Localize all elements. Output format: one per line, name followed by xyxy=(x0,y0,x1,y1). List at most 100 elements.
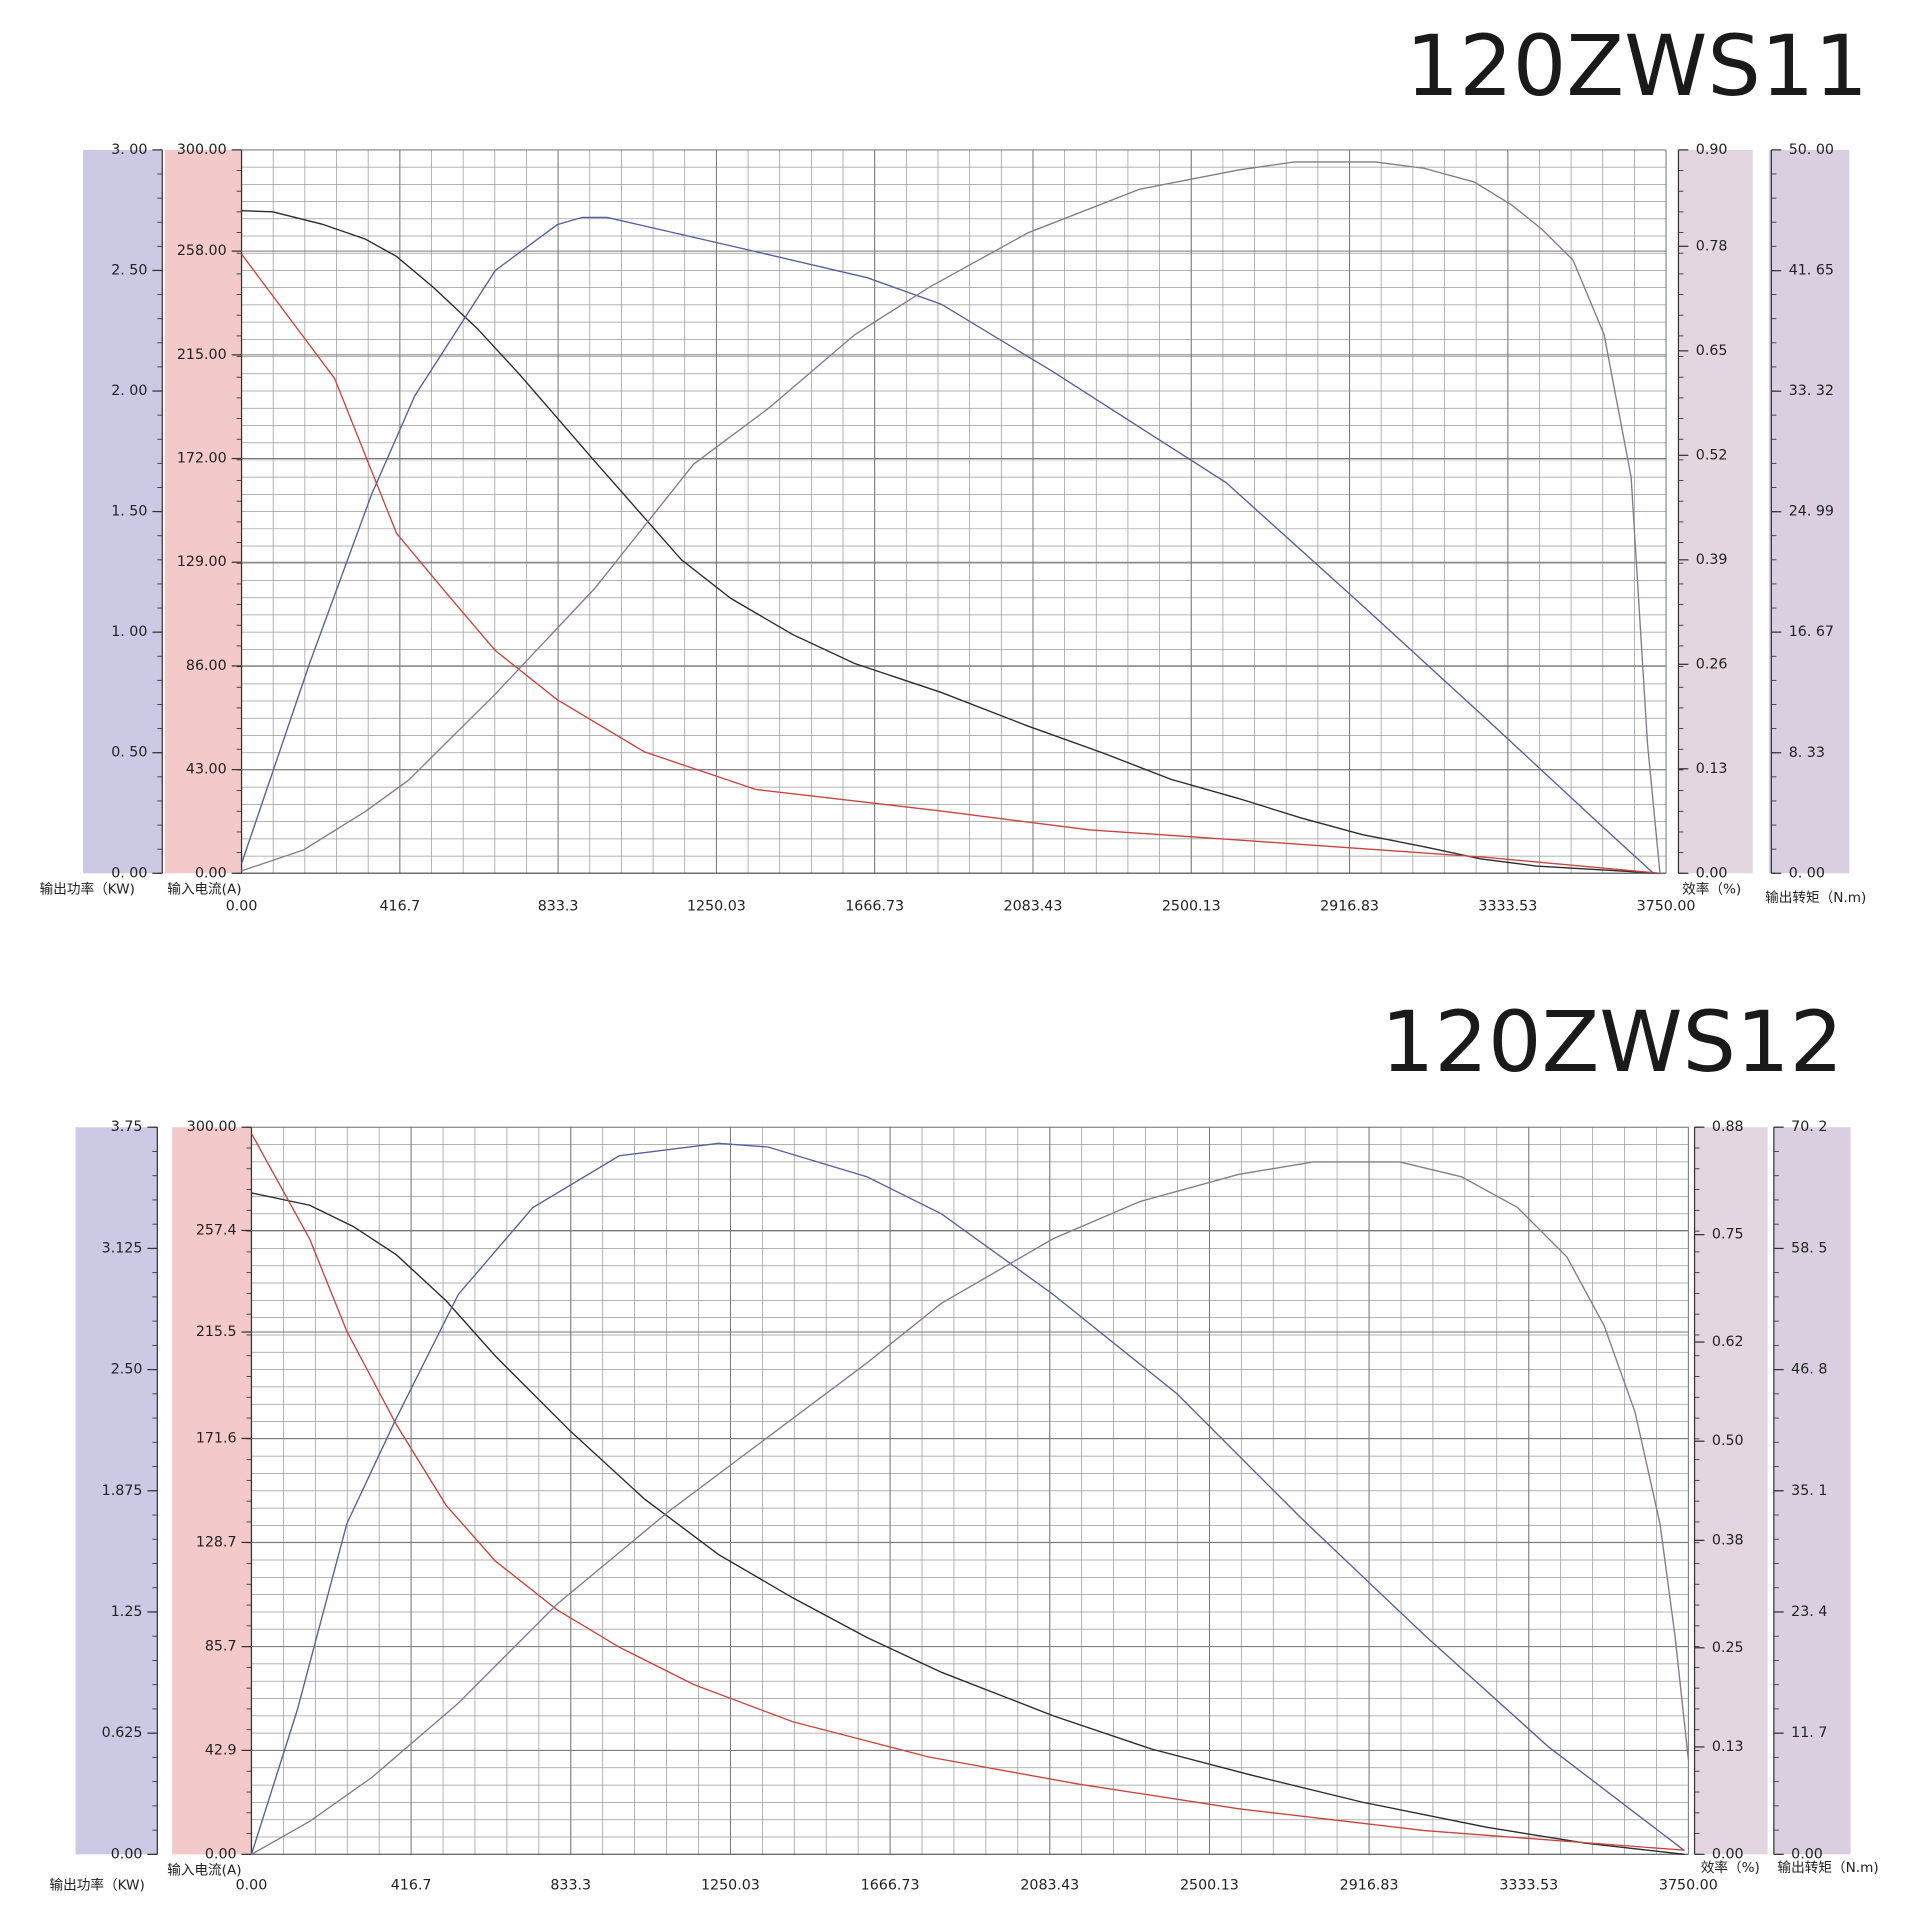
y-tick-label: 0.52 xyxy=(1696,447,1728,463)
y-tick-label: 0. 00 xyxy=(111,865,147,881)
axis-band xyxy=(1768,149,1850,874)
x-tick-label: 416.7 xyxy=(379,899,420,915)
y-tick-label: 3. 00 xyxy=(111,142,147,158)
axis-label: 效率（%) xyxy=(1701,1859,1760,1876)
x-tick-label: 0.00 xyxy=(236,1877,268,1893)
y-tick-label: 0.38 xyxy=(1712,1532,1744,1548)
x-tick-label: 1666.73 xyxy=(845,899,904,915)
y-tick-label: 0.00 xyxy=(1712,1846,1744,1862)
series-line xyxy=(250,1133,1685,1851)
axis-label: 效率（%) xyxy=(1682,880,1741,897)
y-tick-label: 16. 67 xyxy=(1789,624,1834,640)
y-tick-label: 35. 1 xyxy=(1791,1483,1827,1499)
y-tick-label: 300.00 xyxy=(177,142,227,158)
y-tick-label: 1. 50 xyxy=(111,504,147,520)
y-tick-label: 0.78 xyxy=(1696,238,1728,254)
y-tick-label: 0.13 xyxy=(1696,761,1728,777)
y-tick-label: 41. 65 xyxy=(1789,263,1834,279)
series-line xyxy=(241,253,1661,874)
y-tick-label: 0.88 xyxy=(1712,1119,1744,1135)
axis-band xyxy=(1773,1127,1851,1855)
y-tick-label: 215.00 xyxy=(177,347,227,363)
x-tick-label: 1666.73 xyxy=(861,1877,920,1893)
y-tick-label: 1. 00 xyxy=(111,624,147,640)
x-tick-label: 1250.03 xyxy=(687,899,746,915)
x-tick-label: 416.7 xyxy=(391,1877,432,1893)
y-tick-label: 0.00 xyxy=(111,1846,143,1862)
y-tick-label: 0.625 xyxy=(102,1725,143,1741)
y-tick-label: 257.4 xyxy=(196,1222,237,1238)
x-tick-label: 0.00 xyxy=(226,899,258,915)
series-line xyxy=(240,216,1654,874)
y-tick-label: 1.875 xyxy=(102,1483,143,1499)
series-line xyxy=(251,1161,1690,1855)
x-tick-label: 2916.83 xyxy=(1320,899,1379,915)
axis-label: 输入电流(A) xyxy=(167,881,241,897)
y-tick-label: 11. 7 xyxy=(1791,1725,1827,1741)
x-tick-label: 2083.43 xyxy=(1020,1877,1079,1893)
y-tick-label: 0.25 xyxy=(1712,1640,1744,1656)
axis-band xyxy=(1694,1127,1768,1855)
series-line xyxy=(241,161,1661,874)
y-tick-label: 86.00 xyxy=(186,658,227,674)
y-tick-label: 43.00 xyxy=(186,762,227,778)
y-tick-label: 171.6 xyxy=(196,1430,237,1446)
x-tick-label: 3750.00 xyxy=(1659,1877,1718,1893)
y-tick-label: 3.125 xyxy=(102,1240,143,1256)
series-line xyxy=(241,209,1661,874)
y-tick-label: 0.75 xyxy=(1712,1227,1744,1243)
y-tick-label: 23. 4 xyxy=(1791,1604,1827,1620)
series-line xyxy=(251,1192,1685,1856)
chart-title: 120ZWS12 xyxy=(1381,993,1843,1091)
y-tick-label: 0.39 xyxy=(1696,552,1728,568)
y-tick-label: 2. 00 xyxy=(111,383,147,399)
axis-label: 输出转矩（N.m) xyxy=(1778,1860,1879,1876)
axis-band xyxy=(172,1127,252,1855)
x-tick-label: 833.3 xyxy=(538,899,579,915)
x-tick-label: 2500.13 xyxy=(1162,899,1221,915)
y-tick-label: 0.65 xyxy=(1696,343,1728,359)
y-tick-label: 0.50 xyxy=(1712,1433,1744,1449)
y-tick-label: 258.00 xyxy=(177,243,227,259)
axis-band xyxy=(164,149,242,874)
y-tick-label: 300.00 xyxy=(187,1119,237,1135)
axis-band xyxy=(82,149,163,874)
y-tick-label: 0. 00 xyxy=(1789,865,1825,881)
y-tick-label: 0. 50 xyxy=(111,745,147,761)
axis-label: 输出功率（KW) xyxy=(50,1876,145,1893)
axis-label: 输出功率（KW) xyxy=(40,880,135,897)
chart-title: 120ZWS11 xyxy=(1406,17,1868,115)
y-tick-label: 24. 99 xyxy=(1789,504,1834,520)
y-tick-label: 215.5 xyxy=(196,1324,237,1340)
y-tick-label: 50. 00 xyxy=(1789,142,1834,158)
series-line xyxy=(250,1142,1685,1855)
y-tick-label: 172.00 xyxy=(177,451,227,467)
y-tick-label: 0.90 xyxy=(1696,142,1728,158)
axis-band xyxy=(75,1127,158,1855)
y-tick-label: 0.00 xyxy=(205,1846,237,1862)
y-tick-label: 85.7 xyxy=(205,1639,237,1655)
y-tick-label: 0.13 xyxy=(1712,1739,1744,1755)
x-tick-label: 1250.03 xyxy=(701,1877,760,1893)
x-tick-label: 2083.43 xyxy=(1004,899,1063,915)
y-tick-label: 129.00 xyxy=(177,554,227,570)
y-tick-label: 70. 2 xyxy=(1791,1119,1827,1135)
y-tick-label: 3.75 xyxy=(111,1119,143,1135)
y-tick-label: 0.00 xyxy=(195,865,227,881)
y-tick-label: 58. 5 xyxy=(1791,1240,1827,1256)
y-tick-label: 0.00 xyxy=(1791,1846,1823,1862)
y-tick-label: 42.9 xyxy=(205,1742,237,1758)
y-tick-label: 8. 33 xyxy=(1789,745,1825,761)
y-tick-label: 0.00 xyxy=(1696,865,1728,881)
x-tick-label: 3750.00 xyxy=(1637,899,1696,915)
y-tick-label: 2. 50 xyxy=(111,262,147,278)
x-tick-label: 2916.83 xyxy=(1340,1877,1399,1893)
x-tick-label: 833.3 xyxy=(550,1877,591,1893)
axis-band xyxy=(1678,149,1753,874)
y-tick-label: 2.50 xyxy=(111,1362,143,1378)
x-tick-label: 3333.53 xyxy=(1478,899,1537,915)
y-tick-label: 0.26 xyxy=(1696,656,1728,672)
x-tick-label: 2500.13 xyxy=(1180,1877,1239,1893)
